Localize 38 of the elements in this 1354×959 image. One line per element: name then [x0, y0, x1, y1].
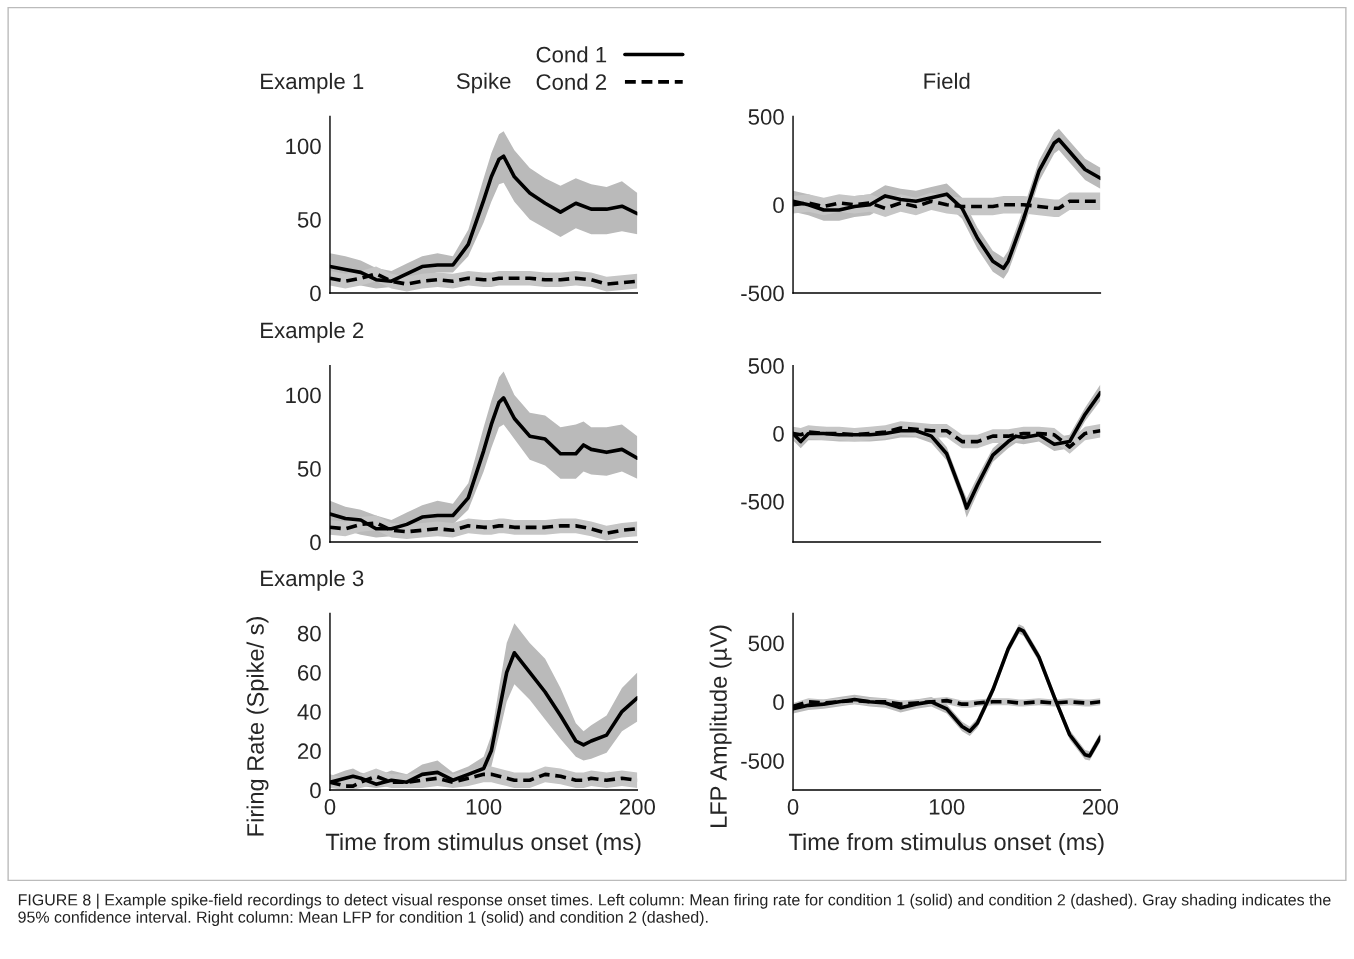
y-tick-label: 500 — [748, 635, 784, 652]
x-tick-label: 100 — [929, 798, 965, 815]
y-tick-label: -500 — [741, 753, 784, 769]
y-tick-label: -500 — [741, 285, 784, 302]
y-tick-label: 0 — [773, 197, 784, 214]
legend-label: Cond 2 — [536, 73, 607, 90]
y-tick-label: 50 — [297, 211, 321, 228]
y-tick-label: 100 — [286, 387, 321, 404]
y-tick-label: 500 — [748, 109, 784, 125]
x-tick-label: 0 — [787, 798, 799, 815]
x-axis-title: Time from stimulus onset (ms) — [788, 832, 1104, 855]
y-tick-label: 0 — [773, 694, 784, 711]
legend-label: Cond 1 — [536, 46, 607, 63]
y-tick-label: 60 — [298, 664, 321, 681]
chart-title: Field — [924, 72, 970, 89]
y-tick-label: 20 — [298, 743, 321, 760]
x-tick-label: 100 — [466, 798, 502, 815]
text: Example 2 — [261, 321, 364, 343]
chart-title: Spike — [456, 72, 511, 94]
text: Example 3 — [261, 569, 364, 591]
y-tick-label: 40 — [297, 704, 321, 720]
y-axis-title: LFP Amplitude (µV) — [709, 625, 732, 827]
x-tick-label: 200 — [619, 798, 655, 815]
y-tick-label: 50 — [297, 461, 321, 477]
y-tick-label: -500 — [741, 493, 784, 510]
y-tick-label: 500 — [748, 358, 784, 374]
caption: FIGURE 8 | Example spike-field recordings to detect visual response onset times. Left column: Mean firing rate for condition 1 (solid) and condition 2 (dashed). Gray shading indicates the 95% confidence interval. Right column: Mean LFP for condition 1 (solid) and condition 2 (dashed). — [18, 893, 1331, 926]
y-tick-label: 0 — [773, 425, 784, 442]
y-tick-label: 0 — [310, 782, 321, 799]
x-axis-title: Time from stimulus onset (ms) — [325, 832, 641, 855]
y-tick-label: 0 — [310, 534, 321, 551]
text: Example 1 — [261, 72, 364, 94]
y-tick-label: 100 — [286, 138, 321, 155]
y-tick-label: 80 — [297, 625, 321, 642]
x-tick-label: 200 — [1082, 798, 1119, 815]
y-axis-title: Firing Rate (Spike/ s) — [246, 617, 269, 836]
x-tick-label: 0 — [324, 798, 336, 815]
y-tick-label: 0 — [310, 285, 321, 302]
